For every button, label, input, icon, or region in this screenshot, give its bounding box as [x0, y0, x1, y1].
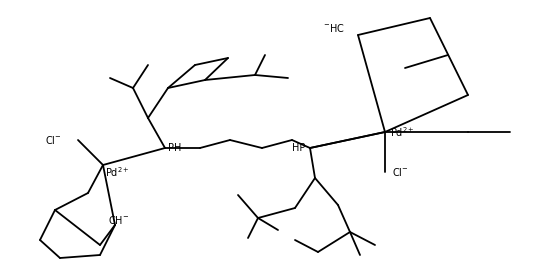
Text: HP: HP — [292, 143, 305, 153]
Text: Cl$^{-}$: Cl$^{-}$ — [392, 166, 409, 178]
Text: CH$^{-}$: CH$^{-}$ — [108, 214, 129, 226]
Text: $^{-}$HC: $^{-}$HC — [323, 22, 345, 34]
Text: Pd$^{2+}$: Pd$^{2+}$ — [105, 165, 130, 179]
Text: Cl$^{-}$: Cl$^{-}$ — [45, 134, 62, 146]
Text: Pd$^{2+}$: Pd$^{2+}$ — [390, 125, 414, 139]
Text: PH: PH — [168, 143, 182, 153]
